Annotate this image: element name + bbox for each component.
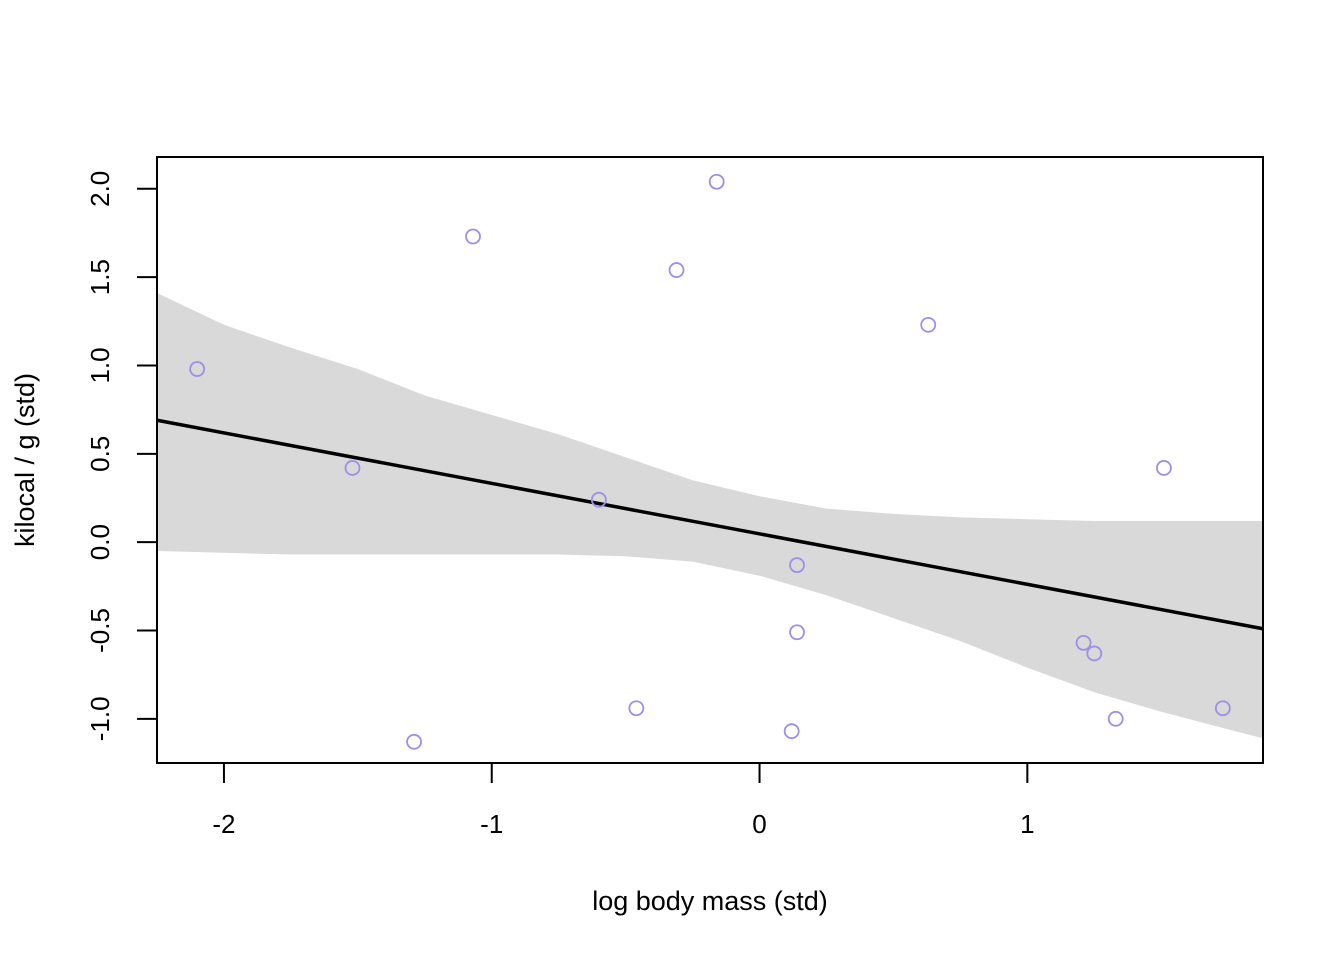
- data-point: [465, 228, 481, 245]
- credible-interval-band-layer: [157, 293, 1263, 739]
- data-points-layer: [189, 173, 1231, 750]
- y-axis: -1.0 -0.5 0.0 0.5 1.0 1.5 2.0: [85, 171, 158, 741]
- y-tick-label: 2.0: [85, 171, 115, 207]
- x-tick-label: -2: [212, 809, 235, 839]
- data-point: [628, 700, 645, 717]
- data-point: [1156, 460, 1172, 476]
- regression-line-layer: [156, 418, 1264, 631]
- x-tick-label: 0: [752, 809, 766, 839]
- x-axis: -2 -1 0 1: [212, 762, 1035, 839]
- data-point: [1214, 700, 1231, 717]
- data-point: [1107, 710, 1124, 727]
- data-point: [344, 460, 361, 476]
- y-axis-title: kilocal / g (std): [10, 373, 40, 547]
- x-tick-label: 1: [1020, 809, 1034, 839]
- data-point: [708, 173, 725, 190]
- data-point: [789, 624, 805, 641]
- data-point: [668, 262, 685, 278]
- data-point: [789, 557, 805, 574]
- data-point: [1086, 645, 1103, 662]
- data-point: [590, 491, 607, 508]
- y-tick-label: 0.0: [85, 524, 115, 560]
- regression-line: [156, 418, 1264, 631]
- credible-interval-band: [157, 293, 1263, 739]
- y-tick-label: 1.5: [85, 259, 115, 295]
- data-point: [783, 723, 800, 740]
- y-tick-label: -0.5: [85, 608, 115, 653]
- y-tick-label: 1.0: [85, 347, 115, 383]
- data-point: [920, 316, 937, 333]
- data-point: [1075, 634, 1092, 651]
- y-tick-label: -1.0: [85, 696, 115, 741]
- x-tick-label: -1: [480, 809, 503, 839]
- data-point: [406, 733, 422, 750]
- y-tick-label: 0.5: [85, 436, 115, 472]
- data-point: [189, 361, 206, 377]
- x-axis-title: log body mass (std): [592, 886, 828, 916]
